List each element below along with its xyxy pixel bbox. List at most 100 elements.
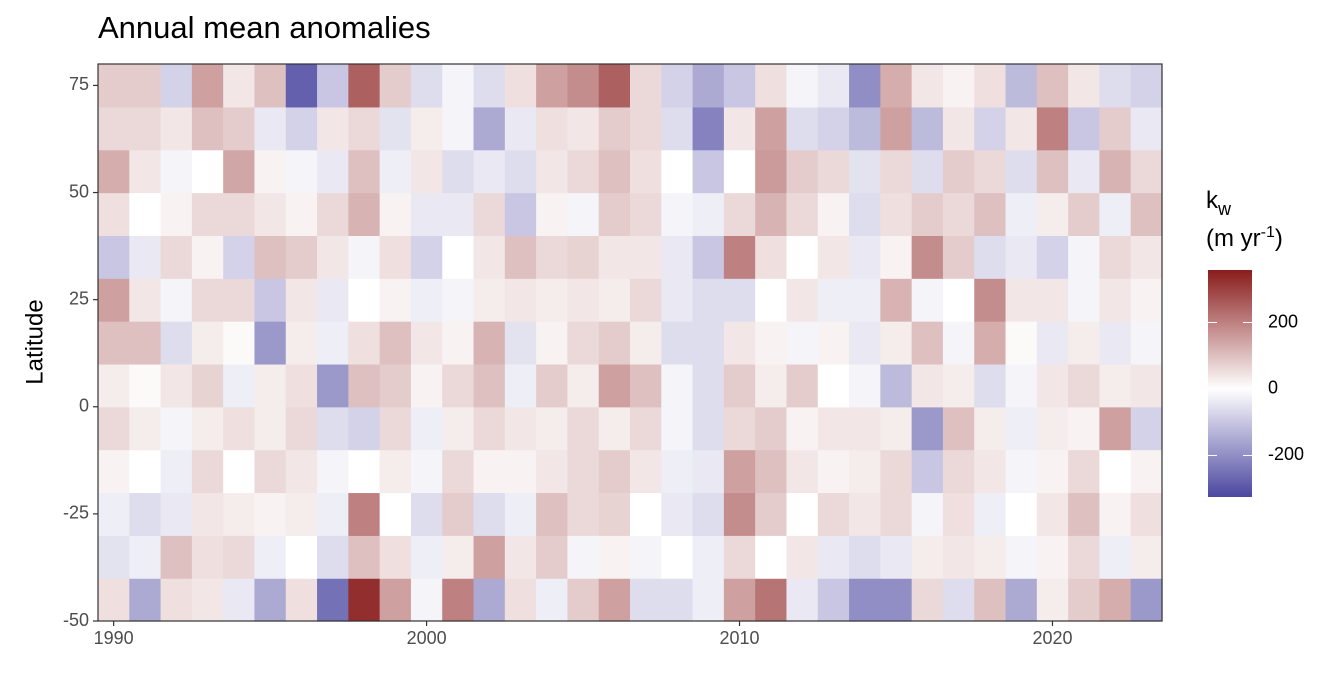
heatmap-cell bbox=[473, 363, 506, 408]
heatmap-cell bbox=[129, 192, 162, 236]
heatmap-cell bbox=[786, 535, 819, 579]
heatmap-cell bbox=[442, 406, 475, 451]
heatmap-cell bbox=[285, 492, 318, 536]
heatmap-cell bbox=[598, 363, 631, 408]
heatmap-cell bbox=[191, 363, 224, 408]
heatmap-cell bbox=[880, 278, 913, 322]
heatmap-cell bbox=[536, 492, 569, 536]
heatmap-cell bbox=[911, 578, 944, 622]
heatmap-cell bbox=[254, 149, 287, 194]
heatmap-cell bbox=[1130, 149, 1163, 194]
heatmap-cell bbox=[98, 106, 130, 151]
heatmap-cell bbox=[974, 578, 1007, 622]
heatmap-cell bbox=[379, 278, 412, 322]
heatmap-cell bbox=[98, 321, 130, 365]
heatmap-cell bbox=[1005, 278, 1038, 322]
heatmap-cell bbox=[98, 149, 130, 194]
legend-title-part: ) bbox=[1275, 225, 1283, 252]
heatmap-cell bbox=[473, 106, 506, 151]
heatmap-cell bbox=[1099, 406, 1132, 451]
heatmap-cell bbox=[410, 406, 443, 451]
heatmap-cell bbox=[317, 235, 349, 279]
heatmap-cell bbox=[442, 363, 475, 408]
heatmap-cell bbox=[880, 363, 913, 408]
heatmap-cell bbox=[849, 535, 881, 579]
heatmap-cell bbox=[1036, 106, 1069, 151]
heatmap-cell bbox=[911, 192, 944, 236]
heatmap-cell bbox=[317, 192, 349, 236]
legend-title-part: k bbox=[1206, 187, 1219, 214]
heatmap-cell bbox=[129, 363, 162, 408]
heatmap-cell bbox=[1130, 235, 1163, 279]
heatmap-cell bbox=[504, 321, 537, 365]
y-tick-label: 25 bbox=[69, 288, 89, 308]
heatmap-cell bbox=[285, 449, 318, 494]
heatmap-cell bbox=[1130, 535, 1163, 579]
heatmap-cell bbox=[723, 363, 756, 408]
heatmap-cell bbox=[536, 535, 569, 579]
heatmap-cell bbox=[160, 235, 193, 279]
heatmap-cell bbox=[98, 235, 130, 279]
heatmap-cell bbox=[723, 406, 756, 451]
heatmap-cell bbox=[849, 406, 881, 451]
heatmap-cell bbox=[817, 321, 850, 365]
heatmap-cell bbox=[160, 406, 193, 451]
heatmap-cell bbox=[160, 149, 193, 194]
heatmap-cell bbox=[223, 106, 256, 151]
heatmap-cell bbox=[1099, 64, 1132, 108]
heatmap-cell bbox=[723, 235, 756, 279]
heatmap-cell bbox=[974, 449, 1007, 494]
heatmap-cell bbox=[410, 149, 443, 194]
heatmap-cell bbox=[755, 449, 788, 494]
heatmap-cell bbox=[849, 578, 881, 622]
heatmap-cell bbox=[1068, 492, 1101, 536]
heatmap-cell bbox=[911, 492, 944, 536]
heatmap-cell bbox=[567, 535, 600, 579]
heatmap-cell bbox=[630, 106, 662, 151]
heatmap-cell bbox=[379, 235, 412, 279]
heatmap-cell bbox=[755, 106, 788, 151]
heatmap-cell bbox=[723, 192, 756, 236]
heatmap-cell bbox=[536, 192, 569, 236]
heatmap-cell bbox=[1099, 192, 1132, 236]
heatmap-cell bbox=[504, 278, 537, 322]
heatmap-cell bbox=[1068, 235, 1101, 279]
heatmap-cell bbox=[786, 492, 819, 536]
heatmap-cell bbox=[1130, 578, 1163, 622]
heatmap-cell bbox=[567, 363, 600, 408]
heatmap-cell bbox=[755, 321, 788, 365]
heatmap-cell bbox=[817, 535, 850, 579]
heatmap-cell bbox=[285, 106, 318, 151]
heatmap-cell bbox=[723, 278, 756, 322]
heatmap-cell bbox=[504, 535, 537, 579]
heatmap-cell bbox=[348, 106, 381, 151]
heatmap-cell bbox=[755, 578, 788, 622]
heatmap-cell bbox=[442, 149, 475, 194]
heatmap-cell bbox=[630, 363, 662, 408]
heatmap-cell bbox=[942, 492, 975, 536]
heatmap-cell bbox=[755, 64, 788, 108]
heatmap-cell bbox=[348, 406, 381, 451]
heatmap-cell bbox=[285, 192, 318, 236]
heatmap-cell bbox=[317, 449, 349, 494]
heatmap-cell bbox=[786, 278, 819, 322]
heatmap-cell bbox=[1005, 321, 1038, 365]
heatmap-cell bbox=[1005, 106, 1038, 151]
heatmap-cell bbox=[442, 235, 475, 279]
heatmap-cell bbox=[567, 192, 600, 236]
heatmap-cell bbox=[129, 106, 162, 151]
heatmap-cell bbox=[598, 406, 631, 451]
heatmap-cell bbox=[661, 492, 694, 536]
heatmap-cell bbox=[191, 278, 224, 322]
heatmap-cell bbox=[817, 278, 850, 322]
heatmap-cell bbox=[1005, 363, 1038, 408]
heatmap-cell bbox=[1099, 363, 1132, 408]
heatmap-cell bbox=[191, 449, 224, 494]
heatmap-cell bbox=[536, 321, 569, 365]
x-tick-label: 2000 bbox=[407, 628, 447, 648]
heatmap-cell bbox=[880, 64, 913, 108]
heatmap-cell bbox=[348, 578, 381, 622]
heatmap-cell bbox=[817, 192, 850, 236]
heatmap-cell bbox=[254, 321, 287, 365]
heatmap-cell bbox=[160, 578, 193, 622]
